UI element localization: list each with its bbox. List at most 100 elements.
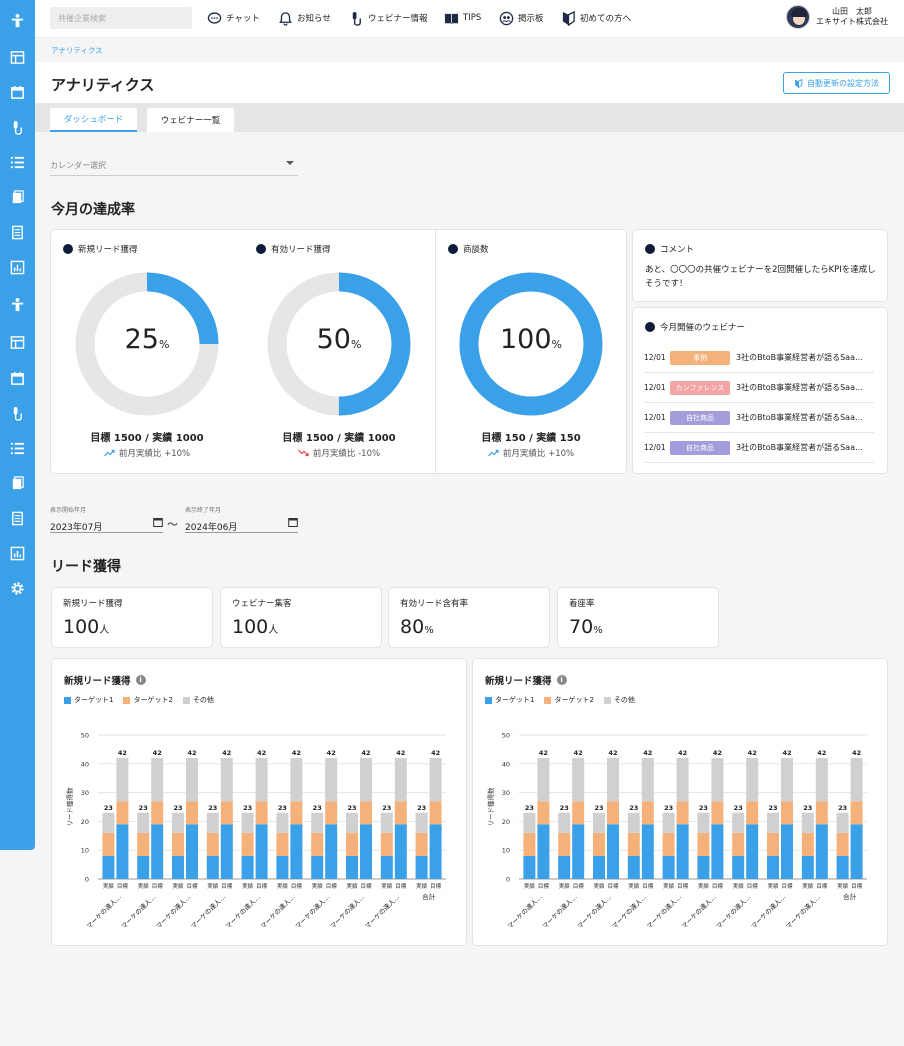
bar-total-label: 42 xyxy=(431,749,440,757)
bar-segment xyxy=(290,824,303,879)
webinar-row[interactable]: 12/01 事例 3社のBtoB事業経営者が語るSaa… xyxy=(644,343,874,373)
sidebar-list-icon[interactable] xyxy=(9,154,26,171)
legend-item: ターゲット2 xyxy=(123,695,173,705)
info-icon[interactable]: i xyxy=(135,675,146,685)
sidebar-table-icon[interactable] xyxy=(9,49,26,66)
bar-segment xyxy=(801,855,814,879)
tab-dashboard[interactable]: ダッシュボード xyxy=(50,108,137,132)
sidebar-chart-icon[interactable] xyxy=(9,259,26,276)
bar-segment xyxy=(116,758,129,802)
chart-title: 新規リード獲得 i xyxy=(64,673,146,687)
bar-total-label: 42 xyxy=(608,749,617,757)
breadcrumb[interactable]: アナリティクス xyxy=(51,46,103,55)
bar-total-label: 42 xyxy=(153,749,162,757)
kpi-new-leads: 新規リード獲得 100人 xyxy=(51,587,213,648)
bar-segment xyxy=(781,758,793,802)
bar-label: 実績 xyxy=(103,882,115,890)
bar-total-label: 42 xyxy=(222,749,231,757)
webinar-row-title: 3社のBtoB事業経営者が語るSaa… xyxy=(736,383,863,392)
kpi-webinar-attendance: ウェビナー集客 100人 xyxy=(220,587,382,648)
leads-title: リード獲得 xyxy=(51,559,121,575)
bar-segment xyxy=(523,812,536,833)
bar-segment xyxy=(641,758,654,802)
sidebar-microphone-icon-2[interactable] xyxy=(9,405,26,422)
nav-beginner[interactable]: 初めての方へ xyxy=(561,10,631,26)
nav-notice[interactable]: お知らせ xyxy=(278,10,331,26)
sidebar-clipboard-icon[interactable] xyxy=(9,189,26,206)
gauge-trend: 前月実績比 -10% xyxy=(254,447,424,459)
webinar-row-title: 3社のBtoB事業経営者が語るSaa… xyxy=(736,353,863,362)
comment-card: コメント あと、〇〇〇の共催ウェビナーを2回開催したらKPIを達成しそうです！ xyxy=(632,229,888,302)
webinar-row[interactable]: 12/01 カンファレンス 3社のBtoB事業経営者が語るSaa… xyxy=(644,373,874,403)
auto-update-settings-button[interactable]: 自動更新の設定方法 xyxy=(783,72,890,94)
bar-total-label: 23 xyxy=(417,804,426,812)
y-axis-label: リード獲得数 xyxy=(65,787,74,827)
nav-tips[interactable]: TIPS xyxy=(444,10,481,26)
webinar-date: 12/01 xyxy=(644,413,666,422)
beginner-icon xyxy=(795,78,803,88)
tab-webinar-list[interactable]: ウェビナー一覧 xyxy=(147,108,234,132)
nav-webinar-info[interactable]: ウェビナー情報 xyxy=(349,10,428,26)
sidebar-document-icon[interactable] xyxy=(9,224,26,241)
bar-segment xyxy=(836,855,849,879)
group-label: マーケの達人… xyxy=(540,892,579,931)
bar-segment xyxy=(290,801,303,825)
calendar-select[interactable]: カレンダー選択 xyxy=(50,154,298,176)
bar-segment xyxy=(662,855,675,879)
bar-segment xyxy=(732,832,745,856)
user-menu[interactable]: 山田 太郎 エキサイト株式会社 xyxy=(786,5,888,29)
sidebar-table-icon-2[interactable] xyxy=(9,334,26,351)
sidebar-clipboard-icon-2[interactable] xyxy=(9,475,26,492)
sidebar-person-icon[interactable] xyxy=(9,12,26,29)
bar-label: 実績 xyxy=(837,882,849,890)
webinar-date: 12/01 xyxy=(644,383,666,392)
beginner-icon xyxy=(562,10,575,26)
start-month-value: 2023年07月 xyxy=(50,523,103,533)
nav-board[interactable]: 掲示板 xyxy=(499,10,544,26)
group-label: マーケの達人… xyxy=(575,892,614,931)
bar-segment xyxy=(102,812,115,833)
bullet-icon xyxy=(448,244,458,254)
bar-segment xyxy=(102,832,115,856)
company-search-input[interactable]: 共催企業検索 xyxy=(50,7,192,29)
bar-total-label: 42 xyxy=(713,749,722,757)
calendar-icon[interactable] xyxy=(288,517,298,527)
bar-segment xyxy=(415,812,428,833)
nav-chat[interactable]: チャット xyxy=(207,10,260,26)
webinar-card: 今月開催のウェビナー 12/01 事例 3社のBtoB事業経営者が語るSaa… … xyxy=(632,307,888,474)
calendar-icon[interactable] xyxy=(153,517,163,527)
sidebar-calendar-icon[interactable] xyxy=(9,84,26,101)
end-month-field[interactable]: 表示終了年月 2024年06月 xyxy=(185,505,298,533)
gauge-value: 100% xyxy=(500,324,562,355)
chart-title: 新規リード獲得 i xyxy=(485,673,567,687)
bar-total-label: 23 xyxy=(382,804,391,812)
user-company: エキサイト株式会社 xyxy=(816,17,888,26)
trend-down-icon xyxy=(297,449,309,457)
sidebar-document-icon-2[interactable] xyxy=(9,510,26,527)
bar-segment xyxy=(172,855,184,879)
bar-segment xyxy=(186,801,198,825)
webinar-row[interactable]: 12/01 自社商品 3社のBtoB事業経営者が語るSaa… xyxy=(644,403,874,433)
tab-bar: ダッシュボード ウェビナー一覧 xyxy=(35,103,904,132)
bar-segment xyxy=(394,758,407,802)
sidebar-calendar-icon-2[interactable] xyxy=(9,370,26,387)
bar-segment xyxy=(360,824,372,879)
bar-segment xyxy=(186,758,198,802)
info-icon[interactable]: i xyxy=(556,675,567,685)
bar-total-label: 42 xyxy=(852,749,861,757)
start-month-field[interactable]: 表示開始年月 2023年07月 xyxy=(50,505,163,533)
sidebar-list-icon-2[interactable] xyxy=(9,440,26,457)
sidebar-microphone-icon[interactable] xyxy=(9,119,26,136)
bar-segment xyxy=(276,812,289,833)
webinar-row[interactable]: 12/01 自社商品 3社のBtoB事業経営者が語るSaa… xyxy=(644,433,874,463)
comment-text: あと、〇〇〇の共催ウェビナーを2回開催したらKPIを達成しそうです！ xyxy=(645,265,876,289)
bar-segment xyxy=(572,824,585,879)
sidebar-person-icon-2[interactable] xyxy=(9,296,26,313)
bar-segment xyxy=(151,824,164,879)
sidebar-chart-icon-2[interactable] xyxy=(9,545,26,562)
sidebar-gear-icon[interactable] xyxy=(9,580,26,597)
bar-total-label: 42 xyxy=(327,749,336,757)
nav-board-label: 掲示板 xyxy=(518,14,544,24)
gauge-title-new-leads: 新規リード獲得 xyxy=(63,243,138,255)
